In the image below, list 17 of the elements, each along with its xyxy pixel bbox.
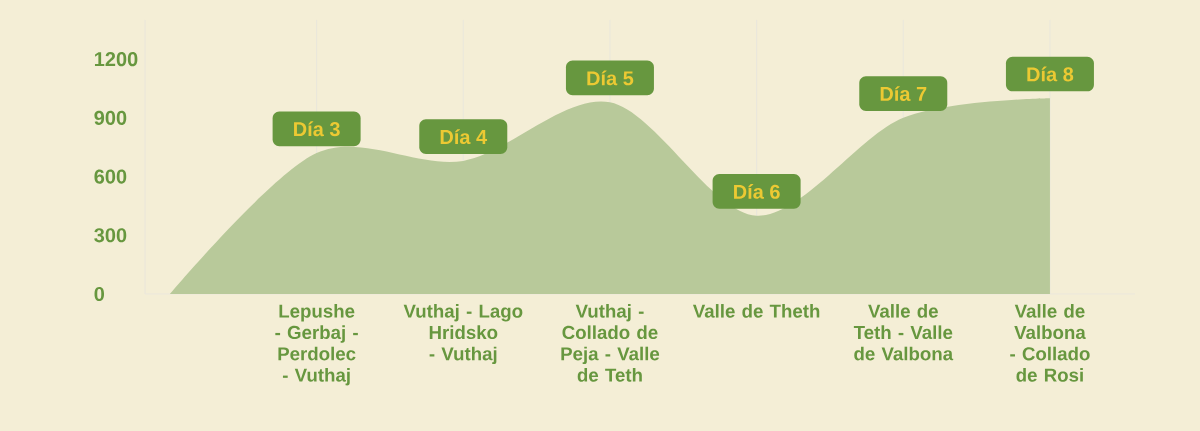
annotation: Día 6 [734, 184, 780, 199]
x-tick-label: Valle de Valbona - Collado de Rosi [1010, 304, 1090, 382]
x-tick-label: Lepushe - Gerbaj - Perdolec - Vuthaj [275, 304, 358, 386]
y-tick-label: 0 [94, 286, 105, 302]
y-tick-label: 600 [94, 169, 127, 184]
annotation: Día 5 [587, 70, 634, 86]
y-tick-label: 900 [94, 110, 127, 125]
annotation: Día 3 [294, 121, 340, 137]
x-tick-label: Valle de Theth [692, 304, 820, 318]
annotation: Día 8 [1027, 66, 1074, 82]
y-tick-label: 1200 [94, 52, 138, 67]
x-tick-label: Vuthaj - Collado de Peja - Valle de Teth [561, 304, 660, 382]
annotation: Día 4 [440, 129, 488, 145]
annotation: Día 7 [880, 86, 927, 102]
y-tick-label: 300 [94, 228, 127, 243]
x-tick-label: Vuthaj - Lago Hridsko - Vuthaj [403, 304, 523, 365]
x-tick-label: Valle de Teth - Valle de Valbona [853, 304, 954, 361]
